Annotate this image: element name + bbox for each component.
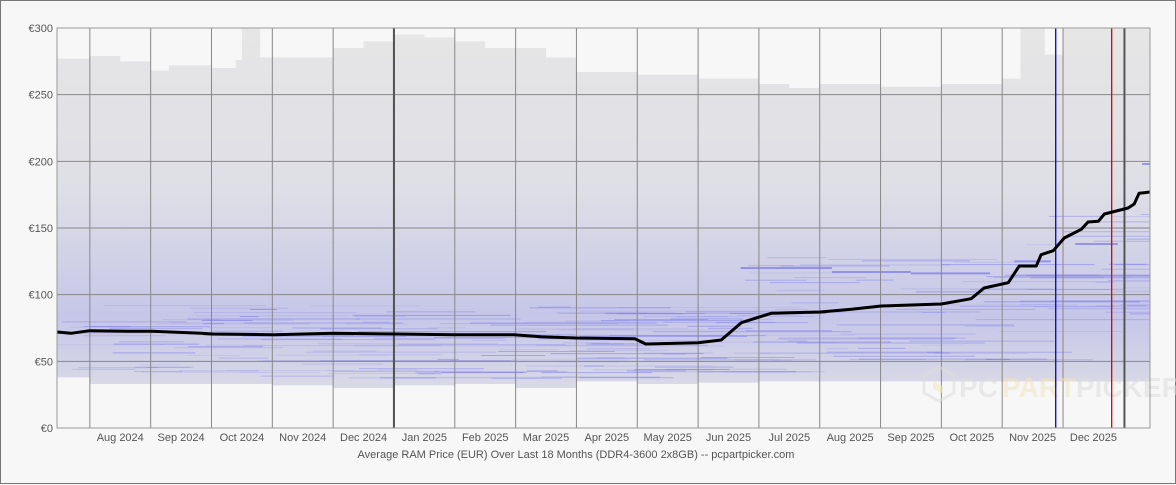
- average-price-point: [1137, 192, 1141, 195]
- average-price-point: [850, 308, 853, 311]
- average-price-point: [332, 332, 335, 335]
- average-price-point: [1103, 212, 1106, 216]
- average-price-point: [879, 304, 883, 308]
- average-price-point: [1080, 228, 1083, 231]
- y-tick-label: €300: [29, 23, 53, 35]
- average-price-point: [757, 316, 760, 319]
- svg-text:PICKER: PICKER: [1076, 372, 1176, 403]
- average-price-point: [982, 286, 986, 290]
- x-tick-label: Dec 2024: [340, 432, 387, 444]
- average-price-point: [150, 330, 154, 333]
- average-price-point: [1035, 264, 1038, 268]
- x-tick-label: Feb 2025: [462, 432, 508, 444]
- average-price-point: [1018, 264, 1021, 268]
- svg-text:PART: PART: [1002, 372, 1076, 403]
- price-density-haze: [57, 28, 1150, 388]
- average-price-point: [1007, 281, 1010, 284]
- x-tick-label: Apr 2025: [585, 432, 630, 444]
- y-tick-label: €100: [29, 290, 53, 302]
- average-price-point: [1086, 220, 1090, 224]
- y-tick-label: €200: [29, 156, 53, 168]
- average-price-point: [394, 332, 397, 336]
- average-price-point: [129, 330, 132, 333]
- cube-logo-icon: [922, 365, 956, 403]
- x-tick-label: Oct 2024: [220, 432, 265, 444]
- average-price-point: [1063, 236, 1066, 240]
- x-tick-label: Oct 2025: [949, 432, 994, 444]
- x-tick-label: Nov 2025: [1009, 432, 1056, 444]
- x-tick-label: Aug 2024: [97, 432, 144, 444]
- y-tick-label: €150: [29, 223, 53, 235]
- pcpartpicker-watermark: PC PART PICKER: [922, 365, 1176, 403]
- x-tick-label: Sep 2024: [158, 432, 205, 444]
- average-price-point: [1132, 202, 1136, 206]
- y-tick-label: €50: [35, 356, 53, 368]
- average-price-point: [769, 312, 773, 315]
- average-price-point: [272, 333, 276, 336]
- average-price-point: [88, 329, 92, 332]
- x-tick-label: Nov 2024: [279, 432, 326, 444]
- average-price-point: [719, 338, 723, 342]
- plot-border: [56, 27, 1151, 429]
- x-tick-label: Mar 2025: [523, 432, 569, 444]
- average-price-point: [819, 310, 822, 314]
- average-price-point: [940, 302, 943, 306]
- average-price-point: [696, 341, 700, 344]
- average-price-point: [633, 337, 637, 340]
- x-tick-label: Jun 2025: [706, 432, 751, 444]
- average-price-point: [1126, 206, 1130, 210]
- average-price-point: [969, 297, 973, 300]
- average-price-point: [1052, 249, 1055, 252]
- average-price-point: [452, 333, 455, 336]
- x-tick-label: Aug 2025: [827, 432, 874, 444]
- average-price-point: [1039, 253, 1043, 256]
- x-tick-label: May 2025: [644, 432, 692, 444]
- svg-text:PC: PC: [959, 372, 998, 403]
- y-tick-label: €0: [41, 423, 53, 435]
- average-price-point: [644, 342, 647, 346]
- average-price-point: [69, 332, 73, 335]
- average-price-point: [199, 332, 203, 335]
- y-tick-label: €250: [29, 90, 53, 102]
- x-tick-label: Jul 2025: [769, 432, 811, 444]
- average-price-point: [210, 332, 214, 336]
- average-price-point: [512, 333, 515, 336]
- average-price-point: [539, 335, 543, 338]
- average-price-point: [574, 336, 578, 340]
- x-tick-label: Jan 2025: [402, 432, 447, 444]
- chart-caption: Average RAM Price (EUR) Over Last 18 Mon…: [358, 449, 795, 461]
- x-tick-label: Sep 2025: [887, 432, 934, 444]
- average-price-point: [1097, 220, 1100, 223]
- average-price-point: [740, 321, 743, 324]
- x-tick-label: Dec 2025: [1070, 432, 1117, 444]
